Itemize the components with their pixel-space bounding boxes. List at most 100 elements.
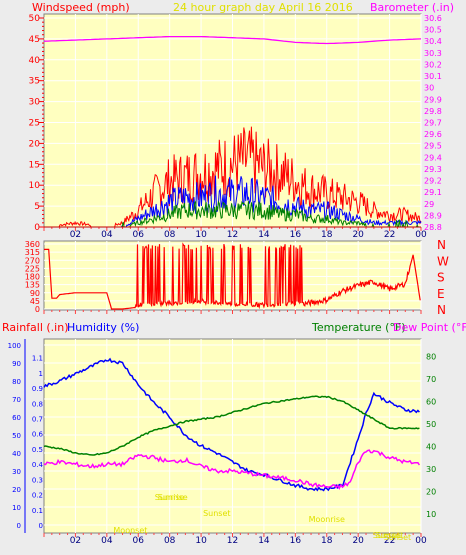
x-tick-label: 20: [352, 230, 364, 240]
panel1-left-tick-label: 45: [29, 35, 40, 45]
humidity-tick-label: 90: [12, 360, 21, 368]
temperature-tick-label: 70: [426, 375, 436, 384]
humidity-tick-label: 70: [12, 396, 21, 404]
panel2-left-tick-label: 180: [25, 273, 40, 282]
x-tick-label: 02: [70, 230, 81, 240]
x-tick-label: 12: [227, 536, 238, 546]
panel1-right-tick-label: 29.7: [424, 119, 442, 128]
x-tick-label: 04: [101, 230, 113, 240]
x-tick-label: 00: [415, 536, 427, 546]
panel1-right-tick-label: 29.6: [424, 130, 442, 139]
x-tick-label: 10: [195, 230, 207, 240]
panel2-left-tick-label: 360: [25, 240, 40, 249]
rain-tick-label: 0.9: [32, 385, 43, 393]
x-tick-label: 14: [258, 536, 270, 546]
panel2-left-tick-label: 90: [30, 289, 40, 298]
rain-tick-label: 0.4: [32, 461, 44, 469]
wind-direction-series-line: [44, 242, 421, 310]
compass-label: W: [437, 254, 449, 268]
astronomy-annotation: Sunrise: [158, 493, 188, 502]
humidity-tick-label: 20: [12, 486, 21, 494]
compass-label: N: [437, 303, 446, 317]
panel1-right-tick-label: 29.3: [424, 165, 442, 174]
humidity-tick-label: 100: [8, 342, 21, 350]
x-tick-label: 02: [70, 536, 81, 546]
rain-tick-label: 0.7: [32, 415, 43, 423]
panel1-right-tick-label: 29.4: [424, 153, 442, 162]
x-tick-label: 08: [164, 536, 176, 546]
rain-tick-label: 0: [39, 522, 43, 530]
x-tick-label: 18: [321, 230, 333, 240]
panel2-left-tick-label: 270: [25, 256, 40, 265]
astronomy-annotation: Sunset: [203, 509, 230, 518]
x-tick-label: 00: [415, 230, 427, 240]
panel1-left-tick-label: 10: [29, 181, 41, 191]
dewpoint-series-line: [43, 449, 421, 490]
x-tick-label: 16: [290, 536, 302, 546]
x-tick-label: 06: [133, 536, 145, 546]
humidity-tick-label: 40: [12, 450, 21, 458]
rain-tick-label: 0.8: [32, 400, 43, 408]
panel1-right-tick-label: 30.1: [424, 72, 442, 81]
x-tick-label: 22: [384, 536, 395, 546]
panel1-left-tick-label: 20: [29, 139, 41, 149]
panel1-right-tick-label: 30.4: [424, 37, 442, 46]
dewpoint-axis-label: Dew Point (°F): [393, 321, 466, 334]
panel2-left-tick-label: 225: [25, 264, 40, 273]
panel1-right-tick-label: 29.8: [424, 107, 442, 116]
rain-tick-label: 1: [39, 370, 43, 378]
panel1-right-tick-label: 30.6: [424, 14, 442, 23]
rainfall-axis-label: Rainfall (.in): [2, 321, 69, 334]
x-tick-label: 22: [384, 230, 395, 240]
rain-tick-label: 0.3: [32, 476, 43, 484]
barometer-series-line: [43, 35, 422, 45]
panel2-left-tick-label: 45: [30, 297, 40, 306]
humidity-tick-label: 60: [12, 414, 21, 422]
panel2-left-tick-label: 135: [25, 281, 40, 290]
panel1-right-tick-label: 30: [424, 84, 434, 93]
temperature-tick-label: 80: [426, 352, 436, 361]
temperature-axis-label: Temperature (°F): [311, 321, 406, 334]
panel1-right-tick-label: 28.8: [424, 223, 442, 232]
x-tick-label: 12: [227, 230, 238, 240]
panel1-right-tick-label: 29.5: [424, 142, 442, 151]
panel1-right-tick-label: 28.9: [424, 211, 442, 220]
compass-label: E: [437, 287, 445, 301]
humidity-series-line: [43, 357, 420, 492]
barometer-axis-label: Barometer (.in): [370, 1, 454, 14]
panel1-right-tick-label: 30.2: [424, 60, 442, 69]
humidity-tick-label: 50: [12, 432, 21, 440]
x-tick-label: 10: [195, 536, 207, 546]
rain-tick-label: 0.1: [32, 507, 43, 515]
temperature-tick-label: 40: [426, 442, 436, 451]
panel1-left-tick-label: 35: [29, 77, 40, 87]
panel1-right-tick-label: 29.2: [424, 177, 442, 186]
rain-tick-label: 0.6: [32, 431, 44, 439]
compass-label: S: [437, 271, 445, 285]
temperature-series-line: [43, 395, 420, 456]
temperature-tick-label: 50: [426, 420, 436, 429]
panel1-right-tick-label: 29.1: [424, 188, 442, 197]
x-tick-label: 14: [258, 230, 270, 240]
rain-tick-label: 0.5: [32, 446, 43, 454]
humidity-tick-label: 30: [12, 468, 21, 476]
humidity-axis-label: Humidity (%): [67, 321, 139, 334]
panel1-left-tick-label: 50: [29, 14, 41, 24]
rain-tick-label: 1.1: [32, 355, 43, 363]
astronomy-annotation: Moonrise: [309, 515, 345, 524]
astronomy-annotation: Sunrise: [155, 493, 185, 502]
astronomy-annotation: Sunset: [376, 531, 403, 540]
x-tick-label: 20: [352, 536, 364, 546]
panel1-left-tick-label: 5: [34, 202, 40, 212]
windspeed-axis-label: Windspeed (mph): [32, 1, 130, 14]
astronomy-annotation: Moonset: [113, 526, 147, 535]
panel2-left-tick-label: 315: [25, 248, 40, 257]
panel1-left-tick-label: 0: [34, 223, 40, 233]
astronomy-annotation: Sunset: [373, 531, 400, 540]
astronomy-annotation: Sunset: [384, 533, 411, 542]
temperature-tick-label: 10: [426, 510, 436, 519]
rain-tick-label: 0.2: [32, 492, 43, 500]
panel1-right-tick-label: 30.3: [424, 49, 442, 58]
